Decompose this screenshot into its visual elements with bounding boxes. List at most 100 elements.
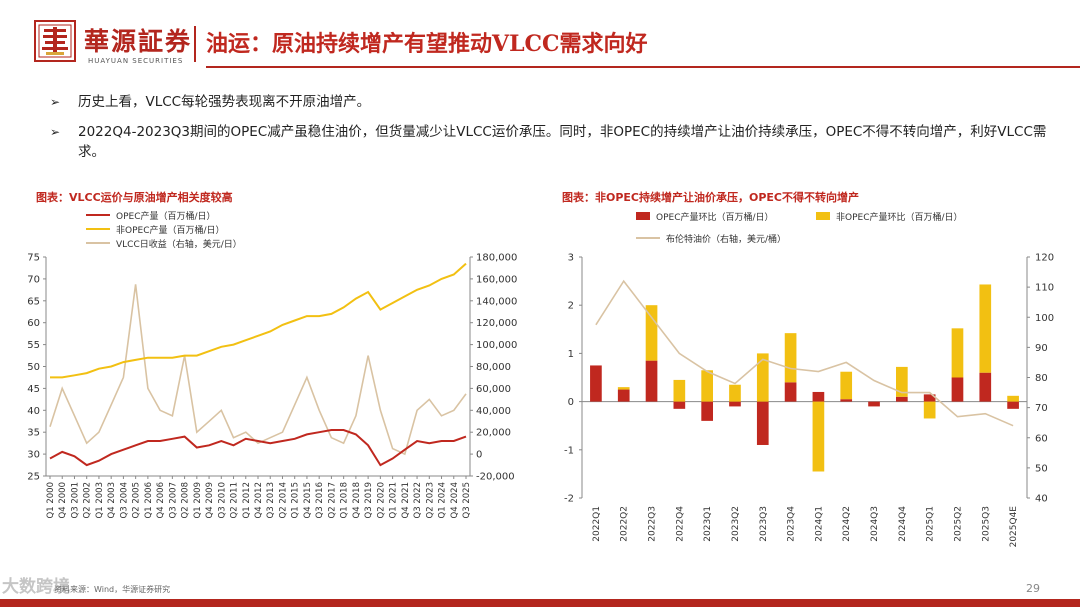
y-tick-label: 25 bbox=[27, 472, 40, 483]
right-chart-title: 图表：非OPEC持续增产让油价承压，OPEC不得不转向增产 bbox=[562, 191, 859, 204]
bar-non-opec bbox=[896, 366, 908, 397]
bar-non-opec bbox=[979, 284, 992, 373]
watermark: 大数跨境 bbox=[2, 577, 70, 597]
y-tick-label: 2 bbox=[568, 301, 574, 312]
bar-non-opec bbox=[617, 387, 630, 390]
x-tick-label: 2023Q3 bbox=[759, 506, 769, 542]
x-tick-label: 2024Q1 bbox=[814, 506, 824, 542]
x-tick-label: Q1 2006 bbox=[144, 482, 154, 518]
footer-bar bbox=[0, 599, 1080, 607]
x-tick-label: 2024Q4 bbox=[898, 506, 908, 542]
y2-tick-label: 70 bbox=[1035, 403, 1048, 414]
x-tick-label: Q3 2013 bbox=[266, 482, 276, 518]
legend-label: 布伦特油价（右轴，美元/桶） bbox=[666, 233, 786, 245]
y-tick-label: 40 bbox=[27, 406, 40, 417]
bar-opec bbox=[868, 401, 880, 407]
y-tick-label: 35 bbox=[27, 428, 40, 439]
y2-tick-label: 160,000 bbox=[476, 274, 517, 285]
bar-non-opec bbox=[756, 353, 769, 402]
legend-swatch bbox=[816, 212, 830, 220]
legend-label: 非OPEC产量（百万桶/日） bbox=[116, 224, 225, 236]
bar-opec bbox=[756, 401, 769, 445]
y2-tick-label: 110 bbox=[1035, 283, 1054, 294]
x-tick-label: Q4 2021 bbox=[401, 482, 411, 518]
x-tick-label: Q2 2020 bbox=[376, 482, 386, 518]
x-tick-label: Q3 2004 bbox=[119, 482, 129, 518]
bar-opec bbox=[951, 377, 964, 402]
bar-non-opec bbox=[729, 384, 741, 402]
y-tick-label: 70 bbox=[27, 274, 40, 285]
brand-name: 華源証券 bbox=[84, 27, 193, 56]
y-tick-label: 55 bbox=[27, 340, 40, 351]
y2-tick-label: 80 bbox=[1035, 373, 1048, 384]
x-tick-label: Q2 2008 bbox=[181, 482, 191, 518]
x-tick-label: 2025Q3 bbox=[981, 506, 991, 542]
arrow-bullet-icon: ➢ bbox=[50, 125, 61, 139]
x-tick-label: Q3 2001 bbox=[70, 482, 80, 518]
x-tick-label: Q2 2002 bbox=[83, 482, 93, 518]
bar-opec bbox=[840, 399, 853, 402]
y-tick-label: 50 bbox=[27, 362, 40, 373]
right-chart: OPEC产量环比（百万桶/日） 非OPEC产量环比（百万桶/日） 布伦特油价（右轴，… bbox=[564, 211, 1054, 548]
y2-tick-label: 60 bbox=[1035, 433, 1048, 444]
bar-opec bbox=[1007, 401, 1019, 409]
y2-tick-label: -20,000 bbox=[476, 472, 515, 483]
page-number: 29 bbox=[1026, 582, 1040, 595]
y2-tick-label: 0 bbox=[476, 450, 482, 461]
left-chart-title: 图表：VLCC运价与原油增产相关度较高 bbox=[36, 191, 233, 204]
x-tick-label: Q1 2003 bbox=[95, 482, 105, 518]
legend-label: VLCC日收益（右轴，美元/日） bbox=[116, 238, 242, 250]
x-tick-label: 2025Q4E bbox=[1009, 506, 1019, 548]
x-tick-label: 2022Q3 bbox=[648, 506, 658, 542]
x-tick-label: Q1 2009 bbox=[193, 482, 203, 518]
x-tick-label: Q4 2015 bbox=[303, 482, 313, 518]
x-tick-label: 2022Q4 bbox=[675, 506, 685, 542]
y-tick-label: 45 bbox=[27, 384, 40, 395]
y2-tick-label: 120,000 bbox=[476, 318, 517, 329]
x-tick-label: 2024Q2 bbox=[842, 506, 852, 542]
x-tick-label: Q4 2009 bbox=[205, 482, 215, 518]
x-tick-label: Q3 2007 bbox=[168, 482, 178, 518]
y2-tick-label: 20,000 bbox=[476, 428, 511, 439]
x-tick-label: 2025Q2 bbox=[953, 506, 963, 542]
y2-tick-label: 80,000 bbox=[476, 362, 511, 373]
x-tick-label: Q3 2010 bbox=[217, 482, 227, 518]
bar-opec bbox=[979, 372, 992, 402]
bar-opec bbox=[701, 401, 713, 421]
bar-non-opec bbox=[701, 370, 713, 402]
y2-tick-label: 90 bbox=[1035, 343, 1048, 354]
huayuan-logo-icon bbox=[34, 20, 76, 62]
x-tick-label: 2025Q1 bbox=[926, 506, 936, 542]
y2-tick-label: 100 bbox=[1035, 313, 1054, 324]
x-tick-label: Q1 2000 bbox=[46, 482, 56, 518]
x-tick-label: 2023Q2 bbox=[731, 506, 741, 542]
bar-non-opec bbox=[923, 401, 936, 419]
header: 華源証券 HUAYUAN SECURITIES 油运：原油持续增产有望推动VLC… bbox=[0, 0, 1080, 70]
y2-tick-label: 40 bbox=[1035, 494, 1048, 505]
y2-tick-label: 40,000 bbox=[476, 406, 511, 417]
header-divider bbox=[194, 26, 196, 62]
brand-name-english: HUAYUAN SECURITIES bbox=[88, 57, 184, 65]
bullet-item: ➢ 2022Q4-2023Q3期间的OPEC减产虽稳住油价，但货量减少让VLCC… bbox=[50, 122, 1060, 162]
y2-tick-label: 50 bbox=[1035, 463, 1048, 474]
bar-opec bbox=[645, 360, 658, 402]
x-tick-label: 2023Q4 bbox=[787, 506, 797, 542]
title-underline bbox=[206, 66, 1080, 68]
y2-tick-label: 180,000 bbox=[476, 253, 517, 264]
x-tick-label: Q1 2018 bbox=[340, 482, 350, 518]
bar-opec bbox=[673, 401, 686, 409]
y-tick-label: 0 bbox=[568, 397, 574, 408]
y-tick-label: 30 bbox=[27, 450, 40, 461]
bullet-item: ➢ 历史上看，VLCC每轮强势表现离不开原油增产。 bbox=[50, 92, 1060, 112]
bullet-list: ➢ 历史上看，VLCC每轮强势表现离不开原油增产。 ➢ 2022Q4-2023Q… bbox=[50, 92, 1060, 172]
x-tick-label: 2024Q3 bbox=[870, 506, 880, 542]
x-tick-label: Q4 2003 bbox=[107, 482, 117, 518]
y-tick-label: 65 bbox=[27, 296, 40, 307]
x-tick-label: Q1 2021 bbox=[389, 482, 399, 518]
x-tick-label: Q4 2018 bbox=[352, 482, 362, 518]
page-title: 油运：原油持续增产有望推动VLCC需求向好 bbox=[206, 31, 648, 57]
x-tick-label: Q4 2000 bbox=[58, 482, 68, 518]
bar-opec bbox=[812, 391, 825, 402]
x-tick-label: 2022Q2 bbox=[620, 506, 630, 542]
bar-opec bbox=[923, 394, 936, 402]
